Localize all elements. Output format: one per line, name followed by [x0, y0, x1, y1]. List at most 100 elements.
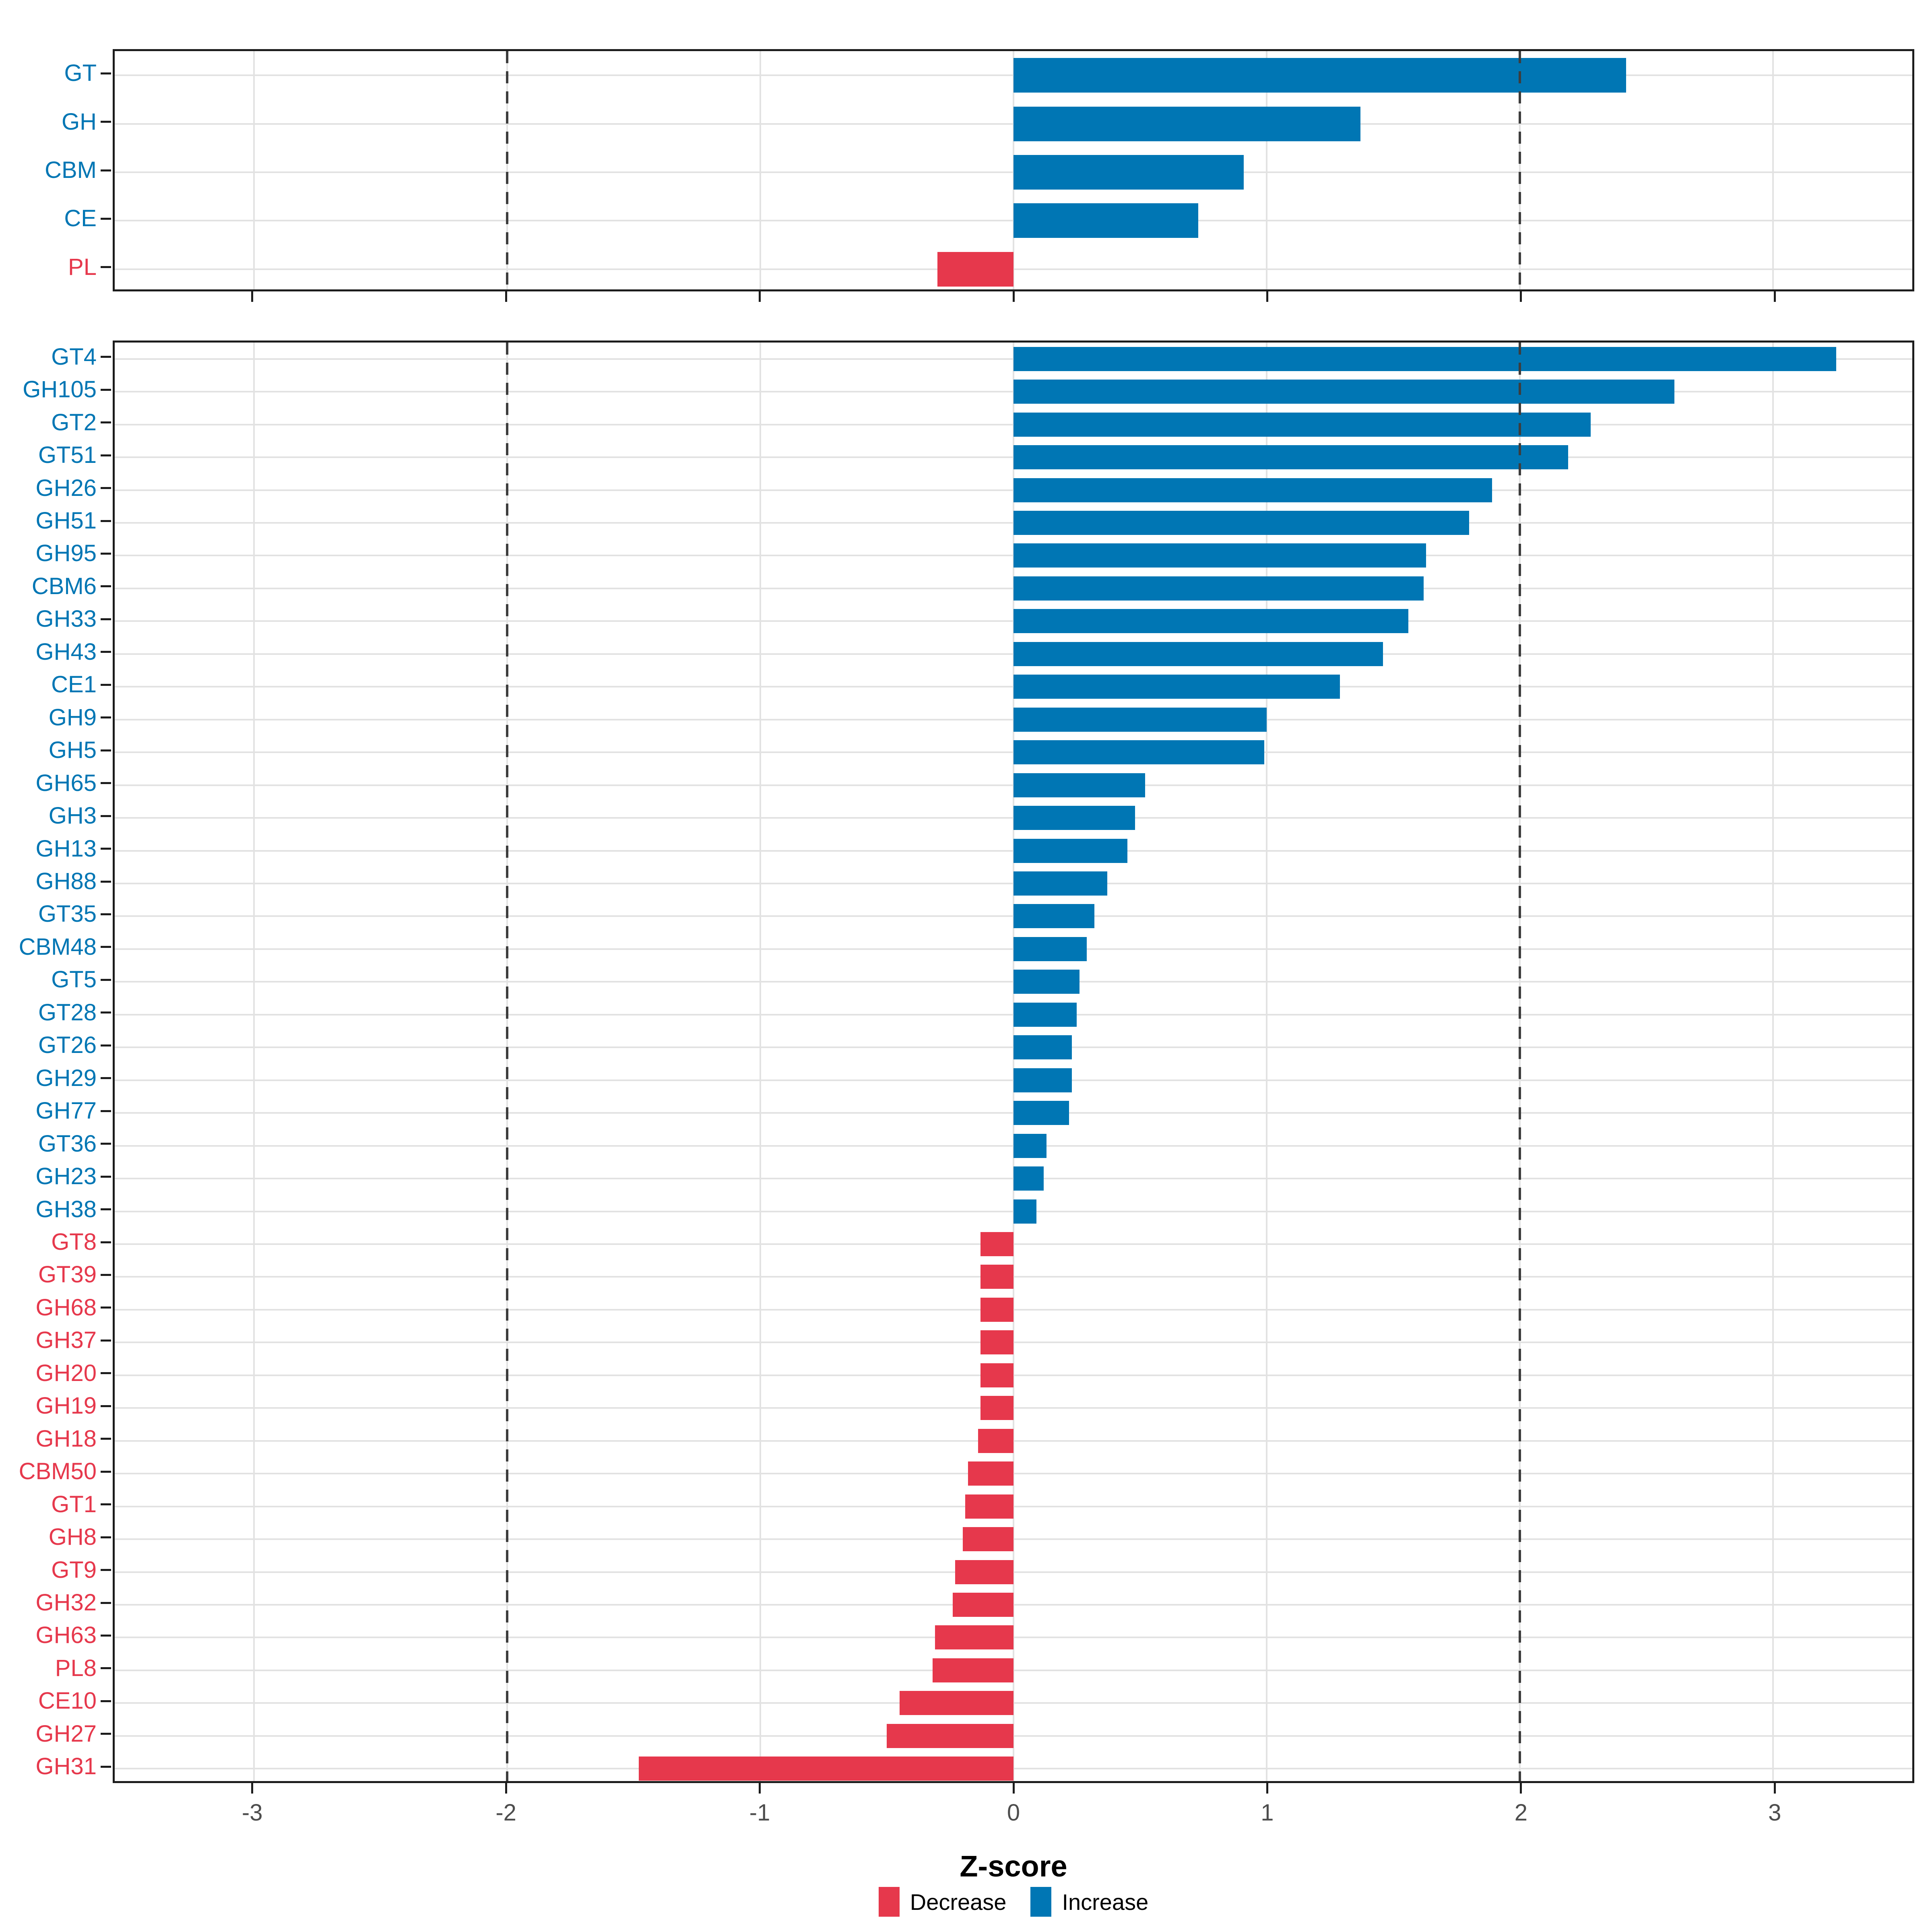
bar-GT4 [1013, 347, 1837, 371]
row-label-CBM50: CBM50 [19, 1458, 97, 1485]
row-label-GH95: GH95 [35, 540, 97, 567]
category-tick-CBM50 [101, 1470, 111, 1473]
row-label-GT2: GT2 [51, 409, 97, 436]
row-label-GH77: GH77 [35, 1098, 97, 1124]
gridline-x--1 [759, 51, 761, 289]
category-tick-GT8 [101, 1241, 111, 1243]
category-tick-GH88 [101, 880, 111, 883]
category-tick-PL [101, 266, 111, 268]
category-tick-CBM6 [101, 585, 111, 588]
bar-GH37 [980, 1330, 1013, 1355]
row-label-CBM48: CBM48 [19, 933, 97, 960]
bar-GH26 [1013, 478, 1492, 502]
category-tick-CE1 [101, 683, 111, 686]
bar-GH63 [935, 1625, 1013, 1650]
gridline-row-GT8 [115, 1243, 1912, 1245]
bar-GH5 [1013, 740, 1264, 765]
row-label-GH27: GH27 [35, 1720, 97, 1747]
row-label-GH68: GH68 [35, 1294, 97, 1321]
x-tick-3 [1773, 291, 1776, 302]
category-tick-GH38 [101, 1208, 111, 1211]
row-label-GH37: GH37 [35, 1327, 97, 1354]
bar-GT8 [980, 1232, 1013, 1256]
row-label-GH9: GH9 [48, 704, 97, 731]
bar-GH27 [887, 1724, 1013, 1748]
gridline-x-0 [1013, 343, 1014, 1781]
legend-key-increase-swatch [1030, 1887, 1052, 1917]
x-tick-1 [1266, 1783, 1268, 1794]
bar-GH18 [978, 1428, 1013, 1453]
category-tick-GH29 [101, 1077, 111, 1080]
row-label-GT9: GT9 [51, 1556, 97, 1583]
category-tick-GH95 [101, 552, 111, 555]
bar-CE1 [1013, 675, 1340, 699]
bar-GH19 [980, 1396, 1013, 1420]
gridline-row-PL8 [115, 1669, 1912, 1671]
bar-CE10 [899, 1691, 1013, 1715]
row-label-PL: PL [68, 254, 97, 280]
bar-GT28 [1013, 1002, 1077, 1027]
x-tick--2 [505, 291, 507, 302]
category-tick-GH43 [101, 651, 111, 653]
category-tick-CBM [101, 169, 111, 171]
row-label-GH51: GH51 [35, 508, 97, 534]
x-tick--3 [251, 1783, 254, 1794]
bar-GT35 [1013, 904, 1095, 929]
bar-GH13 [1013, 838, 1128, 863]
row-label-GH33: GH33 [35, 606, 97, 632]
row-label-GH88: GH88 [35, 868, 97, 894]
category-tick-GT36 [101, 1143, 111, 1145]
bar-GT51 [1013, 445, 1568, 470]
x-tick-label--3: -3 [242, 1800, 263, 1826]
category-tick-GT2 [101, 421, 111, 424]
bar-GH68 [980, 1297, 1013, 1322]
row-label-GT: GT [64, 60, 97, 87]
category-tick-GH3 [101, 815, 111, 817]
bar-GH33 [1013, 609, 1409, 634]
category-tick-GH [101, 121, 111, 123]
row-label-GH3: GH3 [48, 803, 97, 829]
category-tick-PL8 [101, 1667, 111, 1670]
row-label-GT5: GT5 [51, 966, 97, 993]
gridline-row-GT39 [115, 1276, 1912, 1278]
reference-line-2 [1519, 343, 1521, 1781]
category-tick-GH27 [101, 1733, 111, 1735]
gridline-row-GH37 [115, 1342, 1912, 1344]
x-tick-label-3: 3 [1768, 1800, 1781, 1826]
bar-GT5 [1013, 970, 1080, 994]
row-label-GH13: GH13 [35, 835, 97, 862]
row-label-GT36: GT36 [38, 1130, 97, 1157]
row-label-GH29: GH29 [35, 1065, 97, 1091]
reference-line-2 [1519, 51, 1521, 289]
bar-GH51 [1013, 511, 1470, 535]
category-tick-GH32 [101, 1602, 111, 1604]
category-tick-GT39 [101, 1274, 111, 1276]
x-tick--2 [505, 1783, 507, 1794]
x-tick-label--2: -2 [495, 1800, 516, 1826]
x-axis-title: Z-score [960, 1849, 1067, 1883]
x-tick-label--1: -1 [749, 1800, 770, 1826]
gridline-row-GH27 [115, 1735, 1912, 1737]
category-tick-GH9 [101, 716, 111, 719]
gridline-x-3 [1772, 51, 1774, 289]
gridline-x-1 [1266, 343, 1267, 1781]
row-label-GH: GH [62, 108, 97, 135]
category-tick-GH63 [101, 1634, 111, 1637]
gridline-x--3 [253, 343, 255, 1781]
gridline-row-GH18 [115, 1440, 1912, 1442]
x-tick-3 [1773, 1783, 1776, 1794]
row-label-CBM6: CBM6 [31, 573, 97, 599]
bar-GH29 [1013, 1068, 1072, 1092]
legend: Decrease Increase [113, 1887, 1914, 1917]
x-tick-0 [1012, 1783, 1015, 1794]
row-label-GH32: GH32 [35, 1589, 97, 1616]
category-tick-GH37 [101, 1339, 111, 1342]
x-tick-0 [1012, 291, 1015, 302]
category-tick-GH51 [101, 520, 111, 522]
category-tick-GH13 [101, 848, 111, 850]
category-tick-GH23 [101, 1175, 111, 1178]
bar-CBM [1013, 155, 1244, 190]
gridline-row-CBM50 [115, 1473, 1912, 1475]
panel-cazyme-classes [113, 49, 1914, 291]
